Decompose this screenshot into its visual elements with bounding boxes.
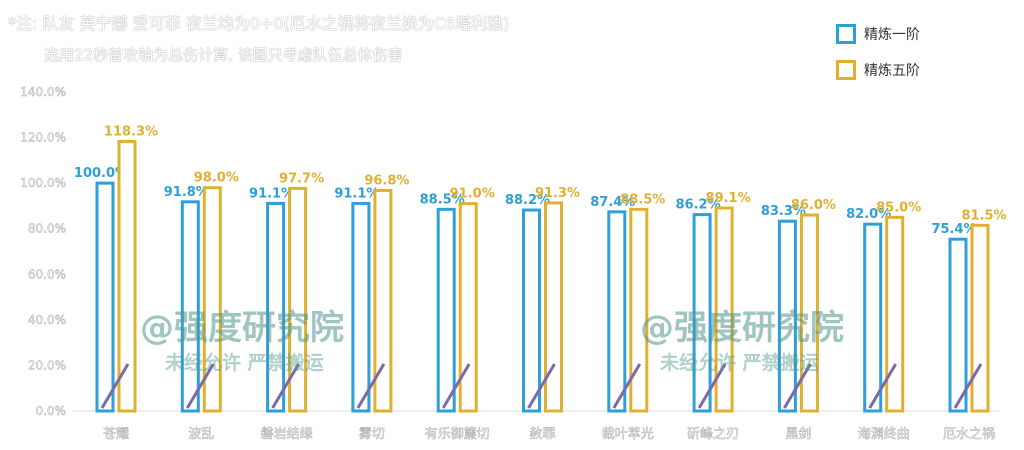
bar-r5 <box>544 201 563 413</box>
bar-r5 <box>373 188 393 413</box>
data-label: 97.7% <box>279 171 324 186</box>
note-line2: 选用22秒普攻轴为总伤计算, 该图只考虑队伍总体伤害 <box>44 46 403 64</box>
legend-r1: 精炼一阶 <box>836 24 920 44</box>
data-label: 91.1% <box>249 186 294 201</box>
sword-icon <box>697 363 727 409</box>
bar-r1 <box>948 237 968 413</box>
y-tick-label: 0.0% <box>36 404 67 418</box>
x-tick-label: 磐岩结绿 <box>261 427 313 442</box>
data-label: 89.1% <box>706 191 751 206</box>
x-tick-label: 黑剑 <box>785 426 811 442</box>
sword-icon <box>441 363 471 409</box>
bar-r5 <box>885 215 905 413</box>
bar-r5 <box>202 186 222 413</box>
sword-icon <box>100 363 130 409</box>
data-label: 91.0% <box>450 187 495 202</box>
data-label: 81.5% <box>961 208 1006 223</box>
bar-r5 <box>288 186 308 413</box>
y-tick-label: 20.0% <box>28 358 66 372</box>
bar-r5 <box>714 206 734 413</box>
watermark-sub-2: 未经允许 严禁搬运 <box>660 352 819 374</box>
data-label: 88.5% <box>620 192 665 207</box>
watermark-sub-1: 未经允许 严禁搬运 <box>165 352 324 374</box>
note-line1: *注: 队友 芙宁娜 爱可菲 夜兰均为0+0(厄水之祸将夜兰换为C6塔利雅) <box>8 14 510 33</box>
x-tick-label: 斫峰之刃 <box>687 427 739 442</box>
sword-icon <box>186 363 215 409</box>
data-label: 91.8% <box>164 185 209 200</box>
data-label: 98.0% <box>194 171 239 186</box>
sword-icon <box>783 363 812 409</box>
x-tick-label: 有乐御簾切 <box>425 426 490 442</box>
bar-r1 <box>607 210 627 413</box>
data-label: 100.0% <box>74 166 128 181</box>
y-tick-label: 120.0% <box>20 131 66 145</box>
data-label: 86.0% <box>791 198 836 213</box>
bar-r1 <box>522 208 541 413</box>
y-tick-label: 100.0% <box>20 176 66 190</box>
data-label: 88.5% <box>420 192 465 207</box>
x-tick-label: 厄水之祸 <box>943 427 995 442</box>
data-label: 85.0% <box>876 200 921 215</box>
bar-r5 <box>117 139 137 413</box>
bar-r5 <box>970 223 990 413</box>
legend-label-r5: 精炼五阶 <box>864 63 920 79</box>
x-tick-label: 苍耀 <box>103 427 129 442</box>
legend-label-r1: 精炼一阶 <box>864 27 920 43</box>
x-tick-label: 裁叶萃光 <box>602 426 654 442</box>
y-tick-label: 140.0% <box>20 85 66 99</box>
x-tick-label: 波乱 <box>188 427 214 442</box>
sword-icon <box>527 363 556 409</box>
x-tick-label: 赦罪 <box>529 426 555 442</box>
bar-r1 <box>777 219 797 413</box>
sword-icon <box>612 363 642 409</box>
watermark-2: @强度研究院 <box>640 308 844 348</box>
sword-icon <box>953 363 983 409</box>
bar-r5 <box>458 202 478 413</box>
y-tick-label: 40.0% <box>28 313 66 327</box>
bar-r5 <box>799 213 819 413</box>
x-tick-label: 海渊终曲 <box>858 426 910 442</box>
y-tick-label: 80.0% <box>28 222 66 236</box>
data-label: 75.4% <box>931 222 976 237</box>
bar-r1 <box>180 200 200 413</box>
legend-r5: 精炼五阶 <box>836 60 920 80</box>
data-label: 91.1% <box>334 186 379 201</box>
bar-r1 <box>692 213 712 413</box>
data-label: 96.8% <box>364 173 409 188</box>
data-label: 91.3% <box>535 186 580 201</box>
legend-swatch-r5 <box>836 60 856 80</box>
sword-icon <box>868 363 897 409</box>
bar-r1 <box>863 222 883 413</box>
sword-icon <box>356 363 386 409</box>
bar-r1 <box>436 207 456 413</box>
bar-r1 <box>266 201 286 413</box>
sword-icon <box>271 363 300 409</box>
data-label: 82.0% <box>846 207 891 222</box>
x-tick-label: 雾切 <box>359 427 385 442</box>
data-label: 88.2% <box>505 193 550 208</box>
data-label: 118.3% <box>104 124 158 139</box>
watermark-1: @强度研究院 <box>140 308 344 348</box>
legend-swatch-r1 <box>836 24 856 44</box>
data-label: 83.3% <box>761 204 806 219</box>
bar-r5 <box>629 207 649 413</box>
data-label: 87.4% <box>590 195 635 210</box>
bar-r1 <box>351 201 371 413</box>
bar-r1 <box>95 181 115 413</box>
data-label: 86.2% <box>676 198 721 213</box>
y-tick-label: 60.0% <box>28 267 66 281</box>
